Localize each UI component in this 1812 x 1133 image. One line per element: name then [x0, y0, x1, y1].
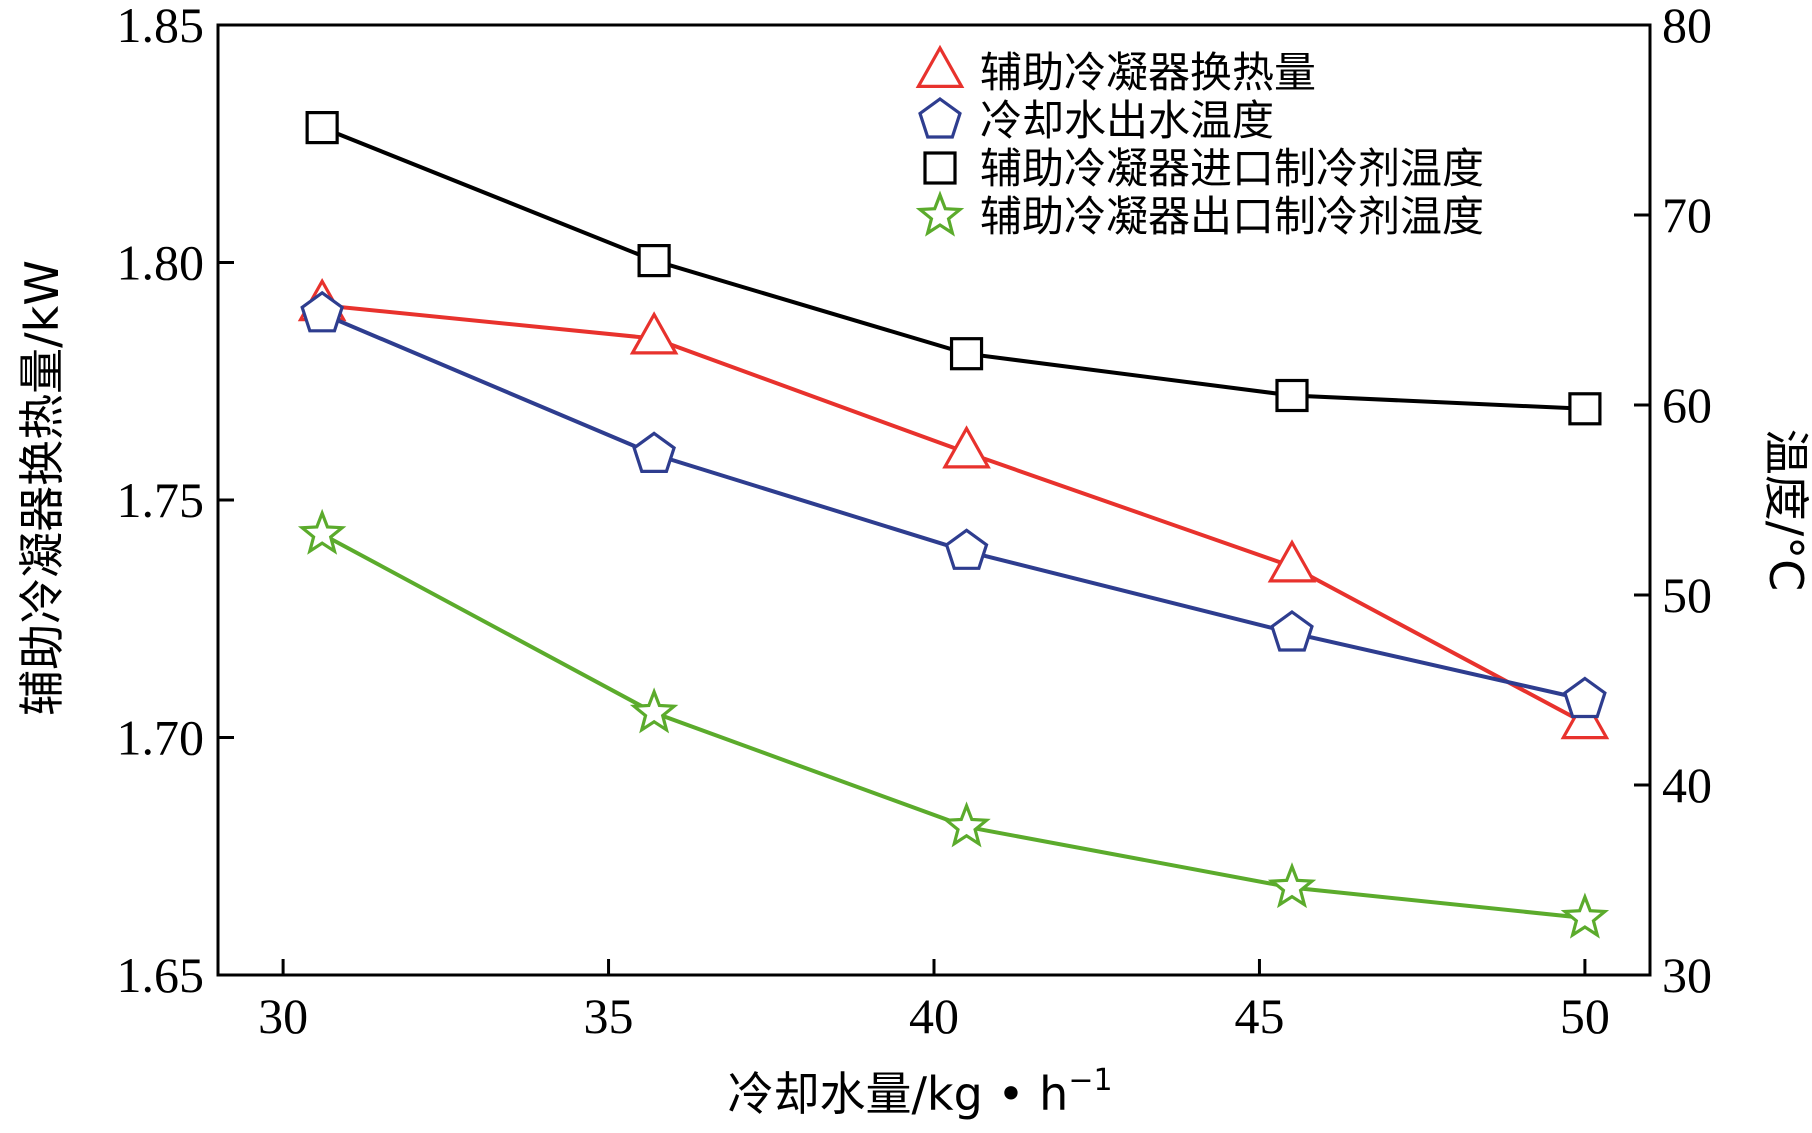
x-axis-title-superscript: −1	[1068, 1063, 1112, 1098]
series-line	[321, 532, 1586, 920]
legend-marker-pentagon	[918, 97, 962, 139]
x-tick-label: 50	[1560, 988, 1610, 1044]
series-line	[321, 311, 1586, 702]
data-point-star	[942, 801, 991, 848]
x-tick-label: 35	[584, 988, 634, 1044]
left-y-tick-label: 1.65	[117, 947, 205, 1003]
data-point-pentagon	[632, 431, 676, 473]
data-point-pentagon	[1563, 676, 1607, 719]
axes: 30 35 40 45 50 1.65 1.70 1.75 1.80 1.85 30 40 50 60 70…	[117, 0, 1713, 1044]
legend-label: 辅助冷凝器出口制冷剂温度	[980, 192, 1484, 241]
legend-entry: 辅助冷凝器出口制冷剂温度	[915, 190, 1484, 241]
data-point-square	[305, 110, 339, 145]
data-point-star	[1560, 892, 1610, 939]
data-point-pentagon	[300, 290, 344, 333]
data-point-pentagon	[1270, 610, 1314, 652]
data-point-square	[637, 244, 671, 278]
data-point-star	[1267, 862, 1317, 909]
left-y-tick-label: 1.80	[117, 235, 205, 291]
data-point-star	[629, 687, 679, 734]
legend-entry: 辅助冷凝器换热量	[915, 44, 1316, 97]
x-tick-label: 45	[1234, 988, 1284, 1044]
data-point-star	[297, 508, 347, 555]
left-y-tick-label: 1.70	[117, 710, 205, 766]
right-y-tick-label: 50	[1662, 567, 1712, 623]
series-3	[305, 110, 1602, 426]
data-point-triangle	[1267, 539, 1317, 583]
legend-label: 冷却水出水温度	[980, 96, 1274, 145]
data-point-square	[949, 337, 984, 371]
right-y-axis-title: 温度/°C	[1759, 429, 1812, 592]
left-y-axis-title: 辅助冷凝器换热量/kW	[15, 260, 69, 716]
legend-entry: 冷却水出水温度	[918, 96, 1274, 145]
data-point-pentagon	[944, 528, 989, 570]
series-2	[300, 290, 1607, 719]
data-point-triangle	[629, 311, 679, 355]
data-point-triangle	[1560, 695, 1610, 740]
x-tick-label: 30	[258, 988, 308, 1044]
legend-label: 辅助冷凝器进口制冷剂温度	[980, 144, 1484, 193]
right-y-tick-label: 60	[1662, 377, 1712, 433]
legend-marker-star	[915, 190, 965, 237]
right-y-tick-label: 30	[1662, 947, 1712, 1003]
left-y-tick-label: 1.85	[117, 0, 205, 53]
right-y-tick-label: 80	[1662, 0, 1712, 53]
data-point-triangle	[942, 425, 991, 469]
right-y-tick-label: 70	[1662, 187, 1712, 243]
legend-entry: 辅助冷凝器进口制冷剂温度	[923, 144, 1484, 193]
x-axis-title: 冷却水量/kg • h−1	[727, 1063, 1112, 1121]
legend-marker-triangle	[915, 44, 965, 89]
plot-area	[297, 110, 1610, 939]
right-y-tick-label: 40	[1662, 757, 1712, 813]
data-point-square	[1568, 392, 1602, 426]
series-4	[297, 508, 1610, 939]
legend-label: 辅助冷凝器换热量	[980, 48, 1316, 97]
legend-marker-square	[923, 151, 957, 185]
data-point-square	[1275, 378, 1309, 413]
left-y-tick-label: 1.75	[117, 472, 205, 528]
x-axis-title-main: 冷却水量/kg • h	[727, 1067, 1068, 1121]
x-tick-label: 40	[909, 988, 959, 1044]
